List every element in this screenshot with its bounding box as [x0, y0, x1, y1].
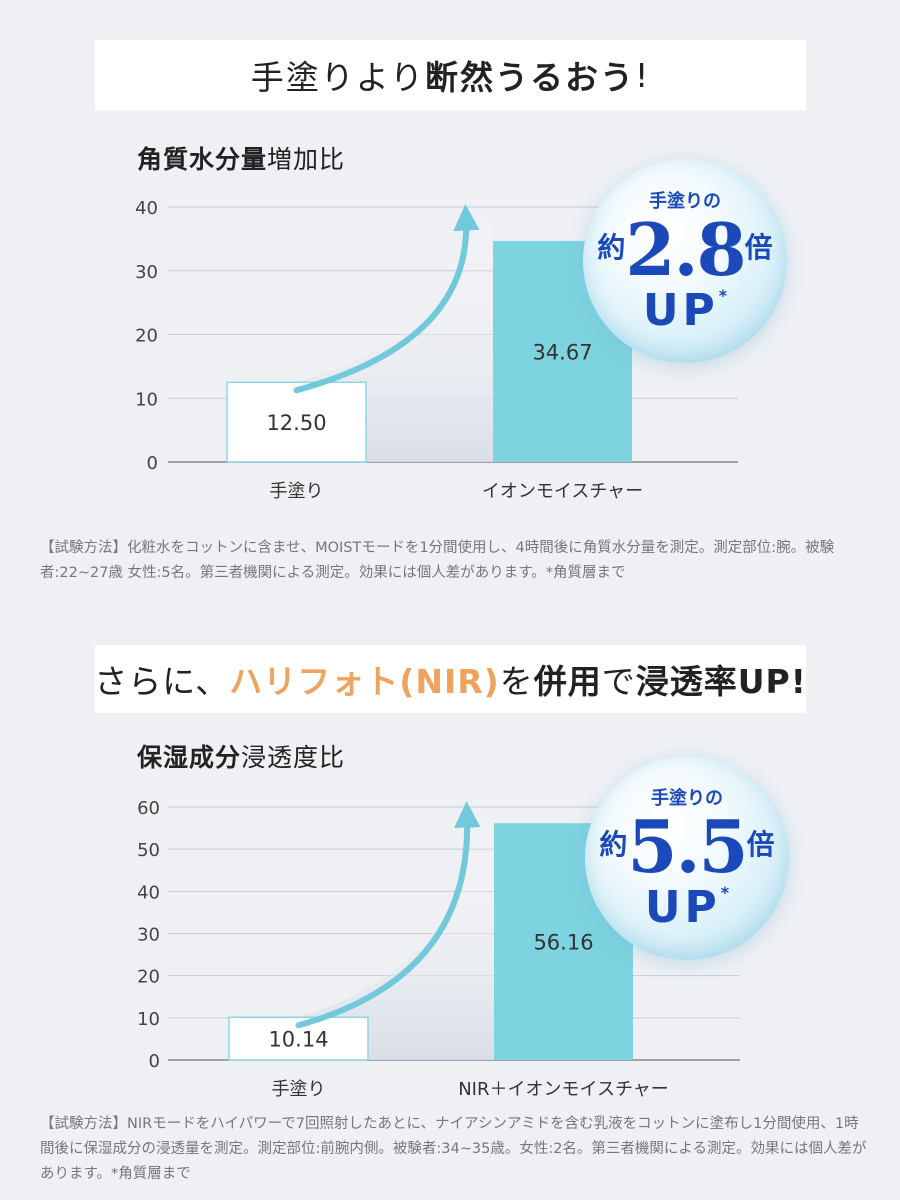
arrow-shadow — [298, 807, 494, 1060]
y-tick-label: 50 — [137, 840, 160, 861]
y-tick-label: 20 — [135, 326, 158, 347]
bar-手塗り — [226, 381, 367, 463]
headline-banner-1: 手塗りより 断然うるおう! — [95, 40, 806, 110]
x-category-label: イオンモイスチャー — [482, 481, 643, 502]
chart-2-title-normal: 浸透度比 — [241, 743, 346, 772]
chart-1-title-normal: 増加比 — [267, 145, 346, 174]
chart-2-title: 保湿成分浸透度比 — [137, 738, 345, 774]
test-method-note-1: 【試験方法】化粧水をコットンに含ませ、MOISTモードを1分間使用し、4時間後に… — [40, 540, 835, 581]
growth-arrow — [293, 204, 480, 394]
headline-2-part6: 浸透率UP! — [635, 662, 807, 701]
badge-2-top: 手塗りの — [651, 788, 723, 809]
badge-1-yaku: 約 — [597, 231, 626, 264]
badge-5-5x: 手塗りの 約5.5倍 UP* — [585, 756, 789, 960]
arrow-shadow — [296, 207, 493, 462]
bar-value-label: 34.67 — [532, 340, 592, 364]
badge-2-number: 5.5 — [627, 804, 748, 889]
x-category-label: NIR＋イオンモイスチャー — [458, 1079, 669, 1100]
chart-2: 0 10 20 30 40 50 60 10.14 56.16 手塗り NIR＋イオンモイスチャー — [137, 798, 740, 1100]
y-tick-label: 10 — [137, 1009, 160, 1030]
badge-2-yaku: 約 — [599, 828, 628, 861]
headline-2-part1: さらに、 — [94, 662, 230, 701]
y-tick-label: 30 — [135, 262, 158, 283]
growth-arrow — [295, 801, 481, 1029]
bar-value-label: 56.16 — [533, 931, 593, 955]
y-tick-label: 0 — [149, 1051, 160, 1072]
badge-2-8x: 手塗りの 約2.8倍 UP* — [583, 159, 787, 363]
chart-1: 0 10 20 30 40 12.50 34.67 手塗り イオンモイスチャー — [135, 198, 738, 502]
y-tick-label: 40 — [135, 198, 158, 219]
bar-value-label: 12.50 — [266, 411, 326, 435]
badge-1-top: 手塗りの — [649, 191, 721, 212]
badge-2-up: UP* — [585, 882, 789, 933]
headline-1-part1: 手塗りより — [250, 58, 426, 97]
bar-value-label: 10.14 — [268, 1028, 328, 1052]
headline-banner-2: さらに、 ハリフォト(NIR) を併用で浸透率UP! — [94, 645, 807, 713]
badge-1-number: 2.8 — [625, 207, 746, 292]
y-tick-label: 30 — [137, 925, 160, 946]
badge-2-mark: * — [720, 883, 730, 902]
chart-2-title-bold: 保湿成分 — [137, 743, 242, 772]
y-tick-label: 60 — [137, 798, 160, 819]
chart-1-title: 角質水分量増加比 — [137, 140, 345, 176]
badge-1-bai: 倍 — [744, 231, 773, 264]
badge-2-up-text: UP — [644, 882, 721, 933]
badge-1-multiplier: 約2.8倍 — [583, 207, 787, 292]
y-tick-label: 10 — [135, 389, 158, 410]
y-tick-label: 40 — [137, 882, 160, 903]
x-category-label: 手塗り — [270, 480, 324, 502]
headline-2-part5: で — [601, 662, 636, 701]
headline-1-part3: ! — [635, 55, 651, 95]
badge-1-up-text: UP — [642, 285, 719, 336]
chart-1-title-bold: 角質水分量 — [137, 145, 268, 174]
headline-1-part2: 断然うるおう — [425, 58, 636, 97]
y-tick-label: 20 — [137, 967, 160, 988]
badge-2-multiplier: 約5.5倍 — [585, 804, 789, 889]
test-method-note-2: 【試験方法】NIRモードをハイパワーで7回照射したあとに、ナイアシンアミドを含む… — [40, 1116, 867, 1182]
headline-2-part3: を — [499, 662, 534, 701]
headline-2-part4: 併用 — [533, 662, 602, 701]
badge-1-mark: * — [718, 286, 728, 305]
badge-2-bai: 倍 — [746, 828, 775, 861]
y-tick-label: 0 — [147, 453, 158, 474]
x-category-label: 手塗り — [272, 1078, 326, 1100]
badge-1-up: UP* — [583, 285, 787, 336]
headline-2-part2: ハリフォト(NIR) — [229, 662, 500, 701]
